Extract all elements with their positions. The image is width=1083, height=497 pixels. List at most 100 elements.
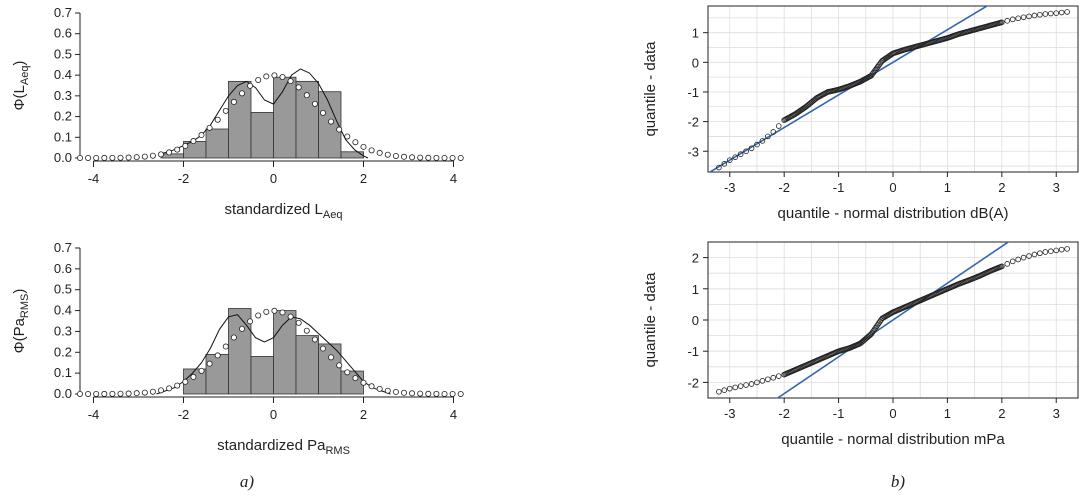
qq-point [775,373,782,379]
normal-curve-point [368,383,375,390]
normal-curve-point [101,390,108,397]
histogram-bar [340,151,364,159]
normal-curve-point [174,146,181,153]
normal-curve-point [303,92,310,99]
x-axis-title: standardized LAeq [225,201,343,221]
histogram-bar [160,153,184,159]
y-tick-label: 1 [692,282,699,297]
qq-point [1042,11,1049,17]
qq-point [1064,246,1070,252]
normal-curve-point [319,109,326,116]
histogram-bar [340,370,364,395]
y-tick-label: 0.7 [54,240,72,255]
y-tick-label: 0.7 [54,5,72,20]
panel-b-qq-mpa: -3 -2 -1 0 1 2 3 -2 -1 0 1 2 quantile - normal distr… [642,241,1079,448]
normal-curve-point [425,154,432,161]
normal-curve-point [141,389,148,396]
qq-point [1009,258,1016,265]
qq-point [737,151,744,158]
normal-curve-point [133,154,140,161]
normal-curve-point [198,132,205,139]
y-tick-label: 2 [692,251,699,266]
normal-curve-point [384,151,391,158]
qq-point [732,384,739,391]
reference-line [708,6,989,172]
histogram-bar [250,356,274,395]
qq-point [1009,16,1016,23]
normal-curve-point [77,390,84,397]
normal-curve-point [368,147,375,154]
qq-point [1058,9,1065,16]
x-tick-label: -2 [778,406,790,421]
normal-curve-point [238,325,245,332]
normal-curve-point [287,313,294,320]
qq-point [726,385,733,392]
x-tick-label: 2 [360,171,367,186]
qq-point [759,378,766,384]
histogram-bar [250,112,274,159]
qq-point [721,387,728,394]
qq-point [754,141,760,148]
x-tick-label: 3 [1053,180,1060,195]
panel-label-a: a) [240,472,255,491]
normal-curve-point [409,154,416,161]
normal-curve-point [255,77,262,84]
qq-point [716,388,722,395]
histogram-bar [228,308,252,395]
x-tick-label: -2 [778,180,790,195]
normal-curve-point [214,116,221,123]
qq-point [1047,248,1054,255]
histogram-bar [295,335,319,395]
normal-curve-point [263,73,270,80]
qq-point [1026,253,1032,259]
y-axis-title: Φ(PaRMS) [11,289,31,354]
x-tick-label: 4 [450,407,457,422]
y-tick-label: 0 [692,55,699,70]
normal-curve-point [77,154,84,161]
y-tick-label: 0.0 [54,386,72,401]
x-tick-label: -3 [724,180,736,195]
qq-point [1015,256,1021,263]
y-tick-label: 0.2 [54,344,72,359]
normal-curve-point [109,154,116,161]
normal-curve-point [311,336,318,343]
y-tick-label: 0.6 [54,26,72,41]
qq-point [726,157,733,163]
normal-curve-point [449,390,456,397]
normal-curve-point [303,327,310,334]
panel-a-histogram-laeq: 0.0 0.1 0.2 0.3 0.4 0.5 0.6 0.7 -4 -2 0 2 4 standardi… [11,5,464,221]
histogram-bar [205,353,229,395]
x-tick-label: 4 [450,171,457,186]
x-tick-label: -2 [178,407,190,422]
normal-curve-point [117,154,124,161]
normal-curve-point [287,78,294,85]
normal-curve-point [247,318,254,325]
normal-curve-point [166,385,173,392]
normal-curve-point [311,100,318,107]
y-tick-label: 0.2 [54,109,72,124]
x-tick-label: -3 [724,406,736,421]
y-tick-label: -1 [687,344,699,359]
x-axis-title: quantile - normal distribution mPa [781,431,1005,448]
qq-point [754,379,760,386]
x-tick-label: 0 [270,171,277,186]
histogram-bar [318,91,342,159]
normal-curve-point [255,312,262,319]
normal-curve-point [352,139,359,146]
qq-point [1004,261,1011,267]
normal-curve-point [328,354,335,361]
normal-curve-point [449,154,456,161]
normal-curve-point [230,98,237,105]
qq-point [1064,9,1070,15]
normal-curve-point [174,382,181,389]
qq-point [770,129,777,135]
normal-curve-point [109,390,116,397]
x-tick-label: 3 [1053,406,1060,421]
qq-point [770,374,777,381]
y-tick-label: 1 [692,26,699,41]
y-tick-label: 0.5 [54,46,72,61]
normal-curve-point [279,309,286,316]
normal-curve-point [125,154,132,161]
normal-curve-point [457,390,464,397]
normal-curve-point [214,352,221,359]
